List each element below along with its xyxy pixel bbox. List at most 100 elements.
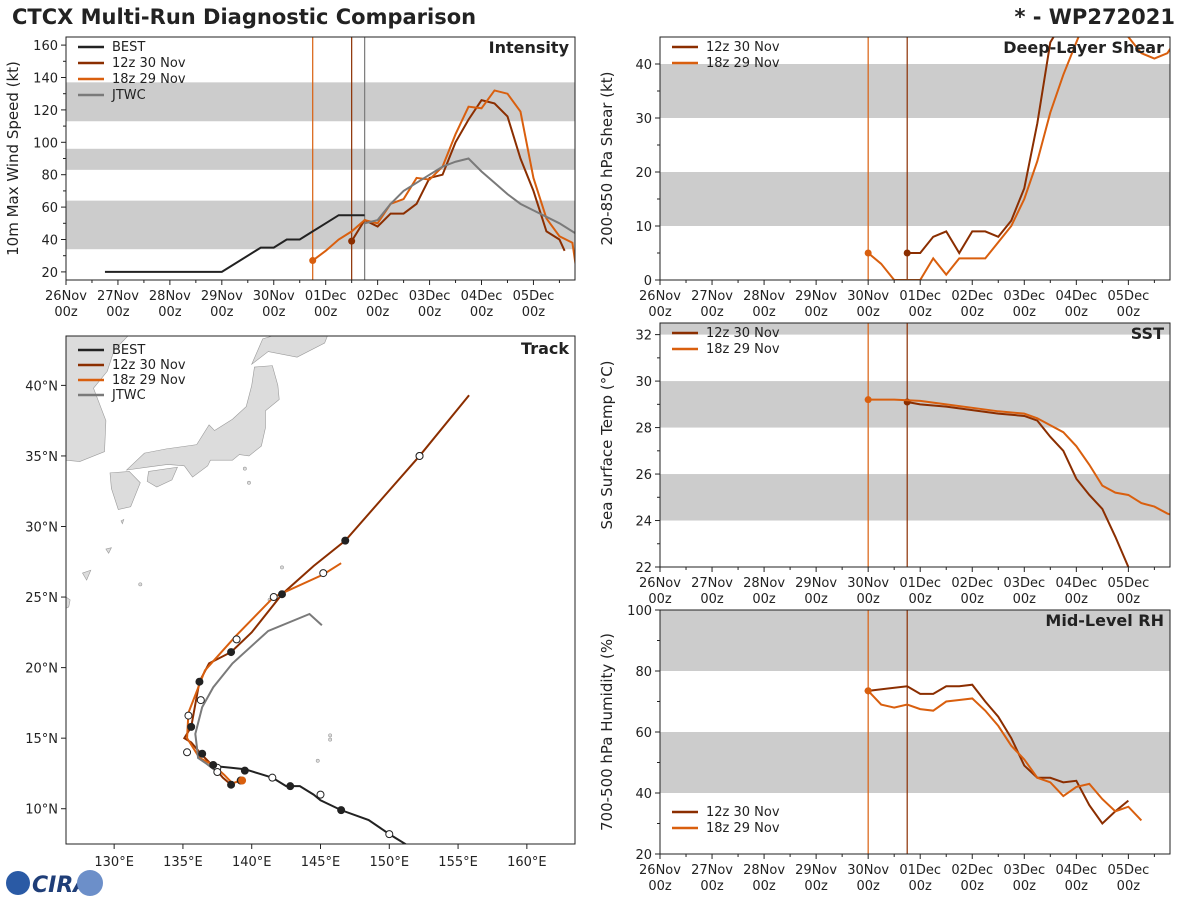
x-tick-label-date: 28Nov	[743, 863, 785, 878]
series-line-12z-30-nov	[350, 99, 566, 252]
logo-swirl-icon	[77, 870, 103, 896]
legend-label: 18z 29 Nov	[706, 56, 780, 71]
legend-label: 12z 30 Nov	[706, 40, 780, 55]
x-tick-label-date: 30Nov	[847, 576, 889, 591]
track-point-filled	[198, 749, 207, 758]
legend-label: 18z 29 Nov	[112, 72, 186, 87]
x-tick-label-hour: 00z	[262, 305, 286, 320]
x-tick-label-date: 28Nov	[743, 576, 785, 591]
track-point-filled	[277, 590, 286, 599]
legend-label: JTWC	[111, 88, 146, 103]
x-tick-label-hour: 00z	[804, 592, 828, 607]
series-start-point	[864, 249, 872, 257]
legend-label: 18z 29 Nov	[112, 373, 186, 388]
x-tick-label-date: 29Nov	[795, 863, 837, 878]
x-tick-label-date: 26Nov	[639, 863, 681, 878]
series-start-point	[348, 237, 356, 245]
y-axis-label: 200-850 hPa Shear (kt)	[598, 72, 616, 246]
y-tick-label: 60	[41, 201, 58, 216]
panel-intensity: 2040608010012014016026Nov00z27Nov00z28No…	[4, 36, 576, 320]
x-tick-label-hour: 00z	[1065, 879, 1089, 894]
y-tick-label: 0	[644, 274, 652, 289]
lat-tick-label: 10°N	[25, 803, 58, 818]
x-tick-label-date: 05Dec	[1108, 863, 1150, 878]
x-tick-label-date: 05Dec	[513, 289, 555, 304]
legend-label: BEST	[112, 40, 145, 55]
track-point-open	[213, 768, 222, 777]
y-tick-label: 32	[635, 329, 652, 344]
best-track-point	[337, 806, 346, 815]
x-tick-label-date: 30Nov	[847, 863, 889, 878]
legend-label: BEST	[112, 343, 145, 358]
track-point-open	[183, 748, 192, 757]
tracks-group	[182, 394, 470, 844]
x-tick-label-date: 26Nov	[639, 576, 681, 591]
series-line-18z-29-nov	[867, 37, 1170, 280]
y-tick-label: 100	[627, 604, 652, 619]
x-tick-label-date: 28Nov	[743, 289, 785, 304]
landmass-3	[125, 365, 280, 478]
track-line-18z-29-nov	[186, 562, 342, 785]
x-tick-label-date: 27Nov	[691, 863, 733, 878]
x-tick-label-hour: 00z	[1013, 879, 1037, 894]
plot-frame	[659, 36, 1171, 281]
x-tick-label-hour: 00z	[909, 592, 933, 607]
landmass-8	[120, 518, 125, 525]
x-tick-label-hour: 00z	[1065, 592, 1089, 607]
x-tick-label-date: 29Nov	[201, 289, 243, 304]
lat-tick-label: 20°N	[25, 662, 58, 677]
shaded-band-1	[66, 148, 575, 170]
x-tick-label-hour: 00z	[314, 305, 338, 320]
x-tick-label-hour: 00z	[804, 305, 828, 320]
x-tick-label-date: 26Nov	[45, 289, 87, 304]
shaded-band-2	[660, 323, 1170, 335]
lat-tick-label: 15°N	[25, 732, 58, 747]
track-point-open	[319, 569, 328, 578]
x-tick-label-date: 04Dec	[461, 289, 503, 304]
x-tick-label-date: 03Dec	[1003, 576, 1045, 591]
x-tick-label-date: 04Dec	[1055, 576, 1097, 591]
shaded-band-1	[660, 64, 1170, 118]
x-tick-label-hour: 00z	[961, 592, 985, 607]
x-tick-label-date: 02Dec	[951, 576, 993, 591]
x-tick-label-date: 02Dec	[951, 289, 993, 304]
island-3	[315, 758, 320, 763]
x-tick-label-hour: 00z	[648, 879, 672, 894]
shaded-band-1	[660, 610, 1170, 671]
x-tick-label-date: 01Dec	[305, 289, 347, 304]
track-point-open	[196, 696, 205, 705]
panel-title: Mid-Level RH	[1045, 611, 1164, 630]
shaded-band-0	[660, 732, 1170, 793]
x-tick-label-date: 27Nov	[691, 289, 733, 304]
series-line-18z-29-nov	[867, 690, 1143, 822]
shaded-band-0	[66, 200, 575, 250]
x-tick-label-hour: 00z	[909, 305, 933, 320]
land-group	[66, 336, 333, 763]
lon-tick-label: 130°E	[94, 855, 134, 870]
y-tick-label: 40	[635, 58, 652, 73]
x-tick-label-hour: 00z	[909, 879, 933, 894]
lat-tick-label: 25°N	[25, 591, 58, 606]
legend-label: JTWC	[111, 388, 146, 403]
y-tick-label: 22	[635, 561, 652, 576]
panel-title: SST	[1131, 324, 1164, 343]
panel-title: Intensity	[489, 38, 570, 57]
y-tick-label: 80	[635, 665, 652, 680]
x-tick-label-date: 03Dec	[1003, 863, 1045, 878]
landmass-1	[109, 471, 141, 510]
y-tick-label: 28	[635, 422, 652, 437]
series-start-point	[309, 257, 317, 265]
track-point-filled	[227, 648, 236, 657]
y-tick-label: 160	[33, 39, 58, 54]
x-tick-label-hour: 00z	[1117, 879, 1141, 894]
legend-label: 18z 29 Nov	[706, 821, 780, 836]
x-tick-label-hour: 00z	[804, 879, 828, 894]
landmass-5	[66, 596, 71, 609]
y-tick-label: 100	[33, 136, 58, 151]
x-tick-label-hour: 00z	[366, 305, 390, 320]
landmass-0	[66, 336, 129, 462]
storm-id: * - WP272021	[1014, 5, 1175, 29]
track-point-open	[415, 451, 424, 460]
map-frame	[65, 335, 576, 845]
